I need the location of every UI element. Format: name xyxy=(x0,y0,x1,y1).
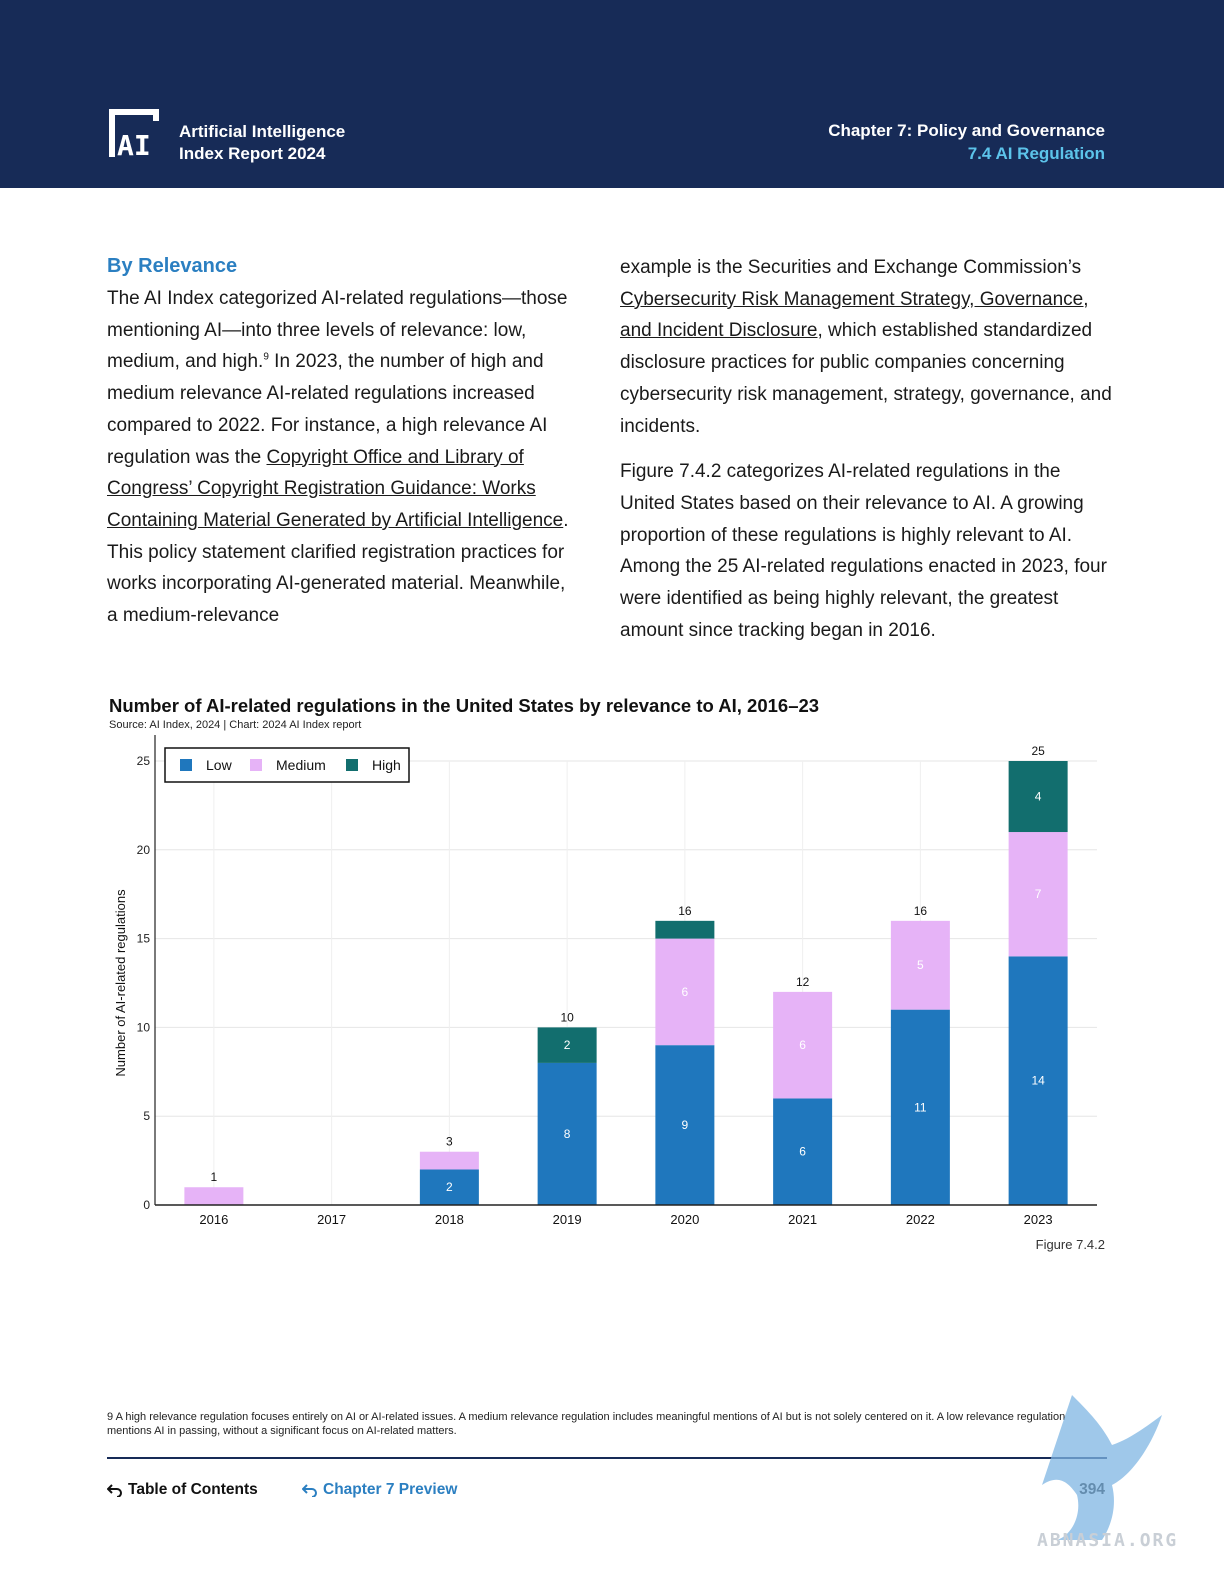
y-tick-label: 15 xyxy=(137,932,151,946)
report-title: Artificial Intelligence Index Report 202… xyxy=(179,121,345,165)
right-paragraph-1: example is the Securities and Exchange C… xyxy=(620,252,1120,442)
total-label: 10 xyxy=(560,1010,574,1024)
segment-label: 7 xyxy=(1035,887,1042,901)
return-arrow-icon xyxy=(107,1484,122,1497)
text-run: example is the Securities and Exchange C… xyxy=(620,257,1082,278)
legend-box xyxy=(164,747,410,783)
segment-label: 14 xyxy=(1031,1074,1045,1088)
chart-title: Number of AI-related regulations in the … xyxy=(109,695,820,716)
bar-segment-medium xyxy=(890,920,950,1010)
copyright-guidance-link[interactable]: Copyright Office and Library of Congress… xyxy=(107,446,564,531)
legend-swatch-high xyxy=(346,759,358,771)
y-tick-label: 20 xyxy=(137,843,151,857)
total-label: 1 xyxy=(211,1170,218,1184)
x-tick-label: 2018 xyxy=(435,1212,464,1227)
svg-text:AI: AI xyxy=(117,129,151,159)
report-title-line1: Artificial Intelligence xyxy=(179,122,346,141)
segment-label: 5 xyxy=(917,958,924,972)
bar-segment-medium xyxy=(184,1187,244,1205)
x-tick-label: 2022 xyxy=(906,1212,935,1227)
bar-segment-high xyxy=(655,920,715,939)
chart-source: Source: AI Index, 2024 | Chart: 2024 AI … xyxy=(109,719,362,731)
segment-label: 6 xyxy=(799,1145,806,1159)
x-tick-label: 2017 xyxy=(317,1212,346,1227)
report-title-line2: Index Report 2024 xyxy=(179,144,326,163)
bar-segment-low xyxy=(890,1009,950,1205)
segment-label: 6 xyxy=(682,985,689,999)
right-column: example is the Securities and Exchange C… xyxy=(620,252,1120,646)
ai-index-logo-icon: AI xyxy=(109,109,159,159)
bar-segment-low xyxy=(773,1098,833,1205)
bar-segment-medium xyxy=(419,1151,479,1170)
segment-label: 6 xyxy=(799,1038,806,1052)
bar-segment-medium xyxy=(773,991,833,1099)
segment-label: 2 xyxy=(564,1038,571,1052)
legend-swatch-low xyxy=(180,759,192,771)
page-header: AI Artificial Intelligence Index Report … xyxy=(0,0,1224,188)
segment-label: 2 xyxy=(446,1180,453,1194)
return-arrow-icon xyxy=(302,1484,317,1497)
y-axis-label: Number of AI-related regulations xyxy=(113,889,128,1077)
total-label: 3 xyxy=(446,1135,453,1149)
bar-segment-low xyxy=(655,1045,715,1205)
figure-label: Figure 7.4.2 xyxy=(1035,1237,1105,1252)
segment-label: 11 xyxy=(914,1100,927,1114)
x-tick-label: 2023 xyxy=(1024,1212,1053,1227)
x-tick-label: 2021 xyxy=(788,1212,817,1227)
segment-label: 9 xyxy=(682,1118,689,1132)
left-column: By Relevance The AI Index categorized AI… xyxy=(107,252,577,632)
bar-segment-medium xyxy=(655,938,715,1046)
bar-segment-low xyxy=(419,1169,479,1205)
table-of-contents-link[interactable]: Table of Contents xyxy=(107,1481,258,1499)
y-tick-label: 0 xyxy=(143,1198,150,1212)
chapter-preview-label: Chapter 7 Preview xyxy=(323,1481,458,1498)
segment-label: 8 xyxy=(564,1127,571,1141)
right-paragraph-2: Figure 7.4.2 categorizes AI-related regu… xyxy=(620,461,1107,641)
watermark-text: ABNASIA.ORG xyxy=(1037,1530,1179,1551)
footnote-ref[interactable]: 9 xyxy=(263,352,269,364)
griffin-watermark-icon xyxy=(1042,1395,1162,1540)
bar-segment-high xyxy=(1008,761,1068,833)
legend-swatch-medium xyxy=(250,759,262,771)
stacked-bar-chart: 0 5 10 15 20 25 1 2016 2017 2 3 2018 8 2 10 2019 9 6 16 202… xyxy=(113,735,1097,1227)
x-tick-label: 2019 xyxy=(553,1212,582,1227)
chapter-heading: Chapter 7: Policy and Governance 7.4 AI … xyxy=(828,119,1105,165)
y-tick-label: 10 xyxy=(137,1020,151,1034)
toc-label: Table of Contents xyxy=(128,1481,258,1498)
legend-label: Medium xyxy=(276,757,326,773)
footer-divider xyxy=(107,1457,1107,1459)
sec-cybersecurity-link[interactable]: Cybersecurity Risk Management Strategy, … xyxy=(620,288,1089,342)
section-title: 7.4 AI Regulation xyxy=(967,144,1105,163)
section-heading: By Relevance xyxy=(107,255,238,277)
y-tick-label: 25 xyxy=(137,754,151,768)
total-label: 12 xyxy=(796,975,810,989)
y-tick-label: 5 xyxy=(143,1109,150,1123)
segment-label: 4 xyxy=(1035,790,1042,804)
total-label: 16 xyxy=(678,904,692,918)
text-run: . This policy statement clarified regist… xyxy=(107,509,569,627)
total-label: 16 xyxy=(914,904,928,918)
text-run: , which established standardized disclos… xyxy=(620,320,1112,437)
text-run: In 2023, the number of high and medium r… xyxy=(107,351,548,468)
bar-segment-high xyxy=(537,1027,597,1063)
chapter-preview-link[interactable]: Chapter 7 Preview xyxy=(302,1481,457,1499)
left-paragraph: The AI Index categorized AI-related regu… xyxy=(107,283,577,632)
bar-segment-low xyxy=(1008,956,1068,1205)
text-run: The AI Index categorized AI-related regu… xyxy=(107,288,568,373)
bar-segment-medium xyxy=(1008,832,1068,957)
bar-segment-low xyxy=(537,1062,597,1205)
x-tick-label: 2020 xyxy=(670,1212,699,1227)
legend-label: Low xyxy=(206,757,233,773)
chapter-title: Chapter 7: Policy and Governance xyxy=(828,121,1105,140)
legend-label: High xyxy=(372,757,401,773)
total-label: 25 xyxy=(1031,744,1045,758)
footnote: 9 A high relevance regulation focuses en… xyxy=(107,1411,1066,1437)
x-tick-label: 2016 xyxy=(199,1212,228,1227)
